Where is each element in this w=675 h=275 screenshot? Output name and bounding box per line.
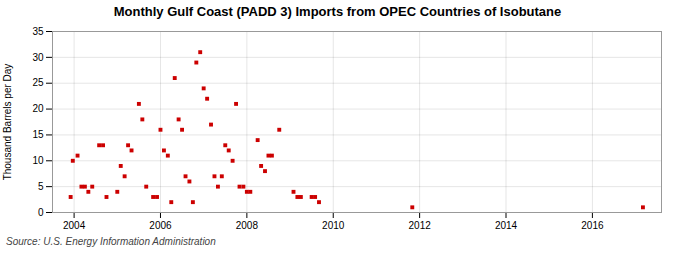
svg-text:25: 25 — [32, 77, 44, 88]
svg-text:30: 30 — [32, 52, 44, 63]
svg-text:10: 10 — [32, 155, 44, 166]
svg-text:2016: 2016 — [581, 220, 604, 231]
svg-text:20: 20 — [32, 103, 44, 114]
svg-text:2008: 2008 — [236, 220, 259, 231]
svg-text:35: 35 — [32, 26, 44, 37]
svg-text:2014: 2014 — [495, 220, 518, 231]
svg-text:0: 0 — [38, 207, 44, 218]
svg-text:2006: 2006 — [149, 220, 172, 231]
svg-text:2012: 2012 — [409, 220, 432, 231]
svg-text:15: 15 — [32, 129, 44, 140]
svg-text:Thousand Barrels per Day: Thousand Barrels per Day — [2, 64, 13, 181]
html-text:Source: U.S. Energy Informatio: Source: U.S. Energy Information Administ… — [6, 236, 216, 247]
html-text:Monthly Gulf Coast (PADD 3) Im: Monthly Gulf Coast (PADD 3) Imports from… — [113, 4, 562, 19]
svg-text:5: 5 — [38, 181, 44, 192]
svg-text:2004: 2004 — [63, 220, 86, 231]
svg-text:2010: 2010 — [322, 220, 345, 231]
